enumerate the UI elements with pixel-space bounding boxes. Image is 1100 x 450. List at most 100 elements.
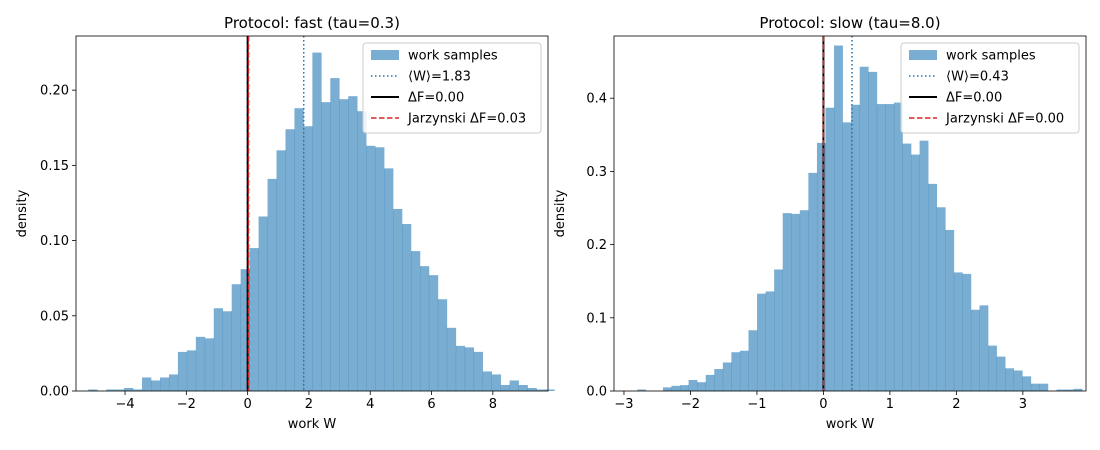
histogram-bar: [979, 305, 989, 391]
histogram-bar: [936, 207, 946, 391]
histogram-bar: [662, 387, 672, 391]
histogram-bar: [902, 143, 912, 391]
histogram-bar: [928, 183, 938, 391]
histogram-bar: [911, 154, 920, 391]
legend-swatch: [909, 50, 937, 60]
histogram-bar: [124, 387, 134, 391]
x-tick-label: −2: [177, 397, 196, 412]
x-tick-label: 2: [305, 397, 313, 412]
histogram-bar: [714, 369, 724, 391]
histogram-bar: [697, 382, 707, 391]
histogram-bar: [919, 140, 929, 391]
histogram-bar: [159, 377, 170, 391]
histogram-bar: [455, 345, 466, 391]
y-tick-label: 0.10: [40, 234, 69, 249]
chart-title: Protocol: fast (tau=0.3): [224, 14, 400, 32]
histogram-bar: [285, 129, 295, 392]
histogram-bar: [437, 299, 448, 391]
histogram-bar: [303, 126, 313, 391]
y-tick-label: 0.0: [586, 385, 607, 400]
histogram-bar: [1073, 388, 1083, 391]
histogram-bar: [195, 336, 206, 391]
histogram-bars: [637, 45, 1083, 392]
histogram-bar: [1013, 370, 1023, 391]
axes-frame: [613, 35, 1087, 392]
x-tick-label: 4: [366, 397, 374, 412]
histogram-bar: [876, 104, 886, 391]
histogram-bar: [366, 145, 376, 391]
histogram-bar: [680, 385, 689, 391]
histogram-bar: [482, 371, 492, 391]
y-axis-label: density: [15, 189, 30, 237]
histogram-bar: [312, 52, 322, 392]
histogram-bar: [142, 377, 152, 391]
histogram-bar: [428, 275, 439, 391]
histogram-bar: [249, 248, 259, 391]
x-tick-label: 0: [819, 397, 827, 412]
y-tick-label: 0.00: [40, 385, 69, 400]
histogram-bar: [393, 208, 403, 391]
legend-label: Jarzynski ΔF=0.03: [407, 112, 526, 127]
histogram-bar: [816, 142, 826, 391]
histogram-bar: [473, 351, 484, 391]
legend-box: [362, 42, 542, 134]
histogram-bar: [765, 291, 775, 391]
y-tick-label: 0.20: [40, 84, 69, 99]
histogram-bar: [446, 327, 457, 391]
y-tick-label: 0.3: [586, 165, 607, 180]
x-tick-label: −4: [115, 397, 134, 412]
legend-box: [900, 42, 1080, 134]
histogram-bar: [402, 224, 412, 391]
histogram-bar: [330, 78, 340, 391]
histogram-bar: [808, 172, 818, 391]
y-tick-label: 0.1: [586, 311, 607, 326]
histogram-bar: [842, 122, 852, 392]
histogram-bar: [384, 168, 394, 391]
histogram-bar: [186, 350, 197, 391]
histogram-bar: [637, 389, 647, 391]
histogram-bar: [294, 108, 304, 391]
legend-label: Jarzynski ΔF=0.00: [945, 112, 1064, 127]
histogram-bar: [509, 380, 519, 391]
histogram-bar: [410, 251, 421, 391]
histogram-bar: [1056, 389, 1066, 391]
histogram-bar: [491, 374, 501, 391]
x-tick-label: 6: [427, 397, 435, 412]
histogram-bar: [115, 389, 125, 391]
legend-label: ⟨W⟩=0.43: [946, 70, 1009, 85]
histogram-bar: [231, 284, 241, 391]
histogram-bar: [893, 102, 903, 391]
histogram-bar: [518, 384, 528, 391]
histogram-bar: [953, 272, 963, 391]
chart-panel-2: −3 −2 −1 0 1 2 3 0.0 0.1 0.2 0.3 0.4 Protocol: slow …: [553, 14, 1087, 432]
histogram-bar: [545, 389, 555, 391]
histogram-bar: [133, 389, 143, 391]
histogram-bar: [988, 345, 997, 391]
histogram-bar: [791, 213, 801, 391]
histogram-bar: [177, 351, 188, 391]
legend-swatch: [371, 50, 399, 60]
histogram-bar: [970, 309, 980, 391]
histogram-bar: [419, 266, 430, 391]
histogram-bar: [859, 66, 869, 391]
histogram-bar: [757, 293, 766, 391]
histogram-bar: [868, 71, 878, 392]
histogram-bar: [375, 147, 385, 391]
x-tick-label: 2: [952, 397, 960, 412]
histogram-bar: [357, 111, 367, 392]
y-tick-label: 0.15: [40, 159, 69, 174]
histogram-bar: [1030, 383, 1040, 391]
histogram-bar: [348, 96, 358, 391]
histogram-bar: [464, 347, 475, 391]
histogram-bar: [748, 330, 758, 391]
y-tick-label: 0.4: [586, 92, 607, 107]
histogram-bar: [688, 380, 698, 391]
histogram-bar: [1039, 383, 1049, 391]
y-tick-label: 0.05: [40, 309, 69, 324]
histogram-bar: [1022, 376, 1032, 391]
x-tick-label: 1: [886, 397, 894, 412]
histogram-bar: [799, 210, 809, 391]
histogram-bar: [222, 311, 232, 391]
legend-label: work samples: [946, 49, 1036, 64]
